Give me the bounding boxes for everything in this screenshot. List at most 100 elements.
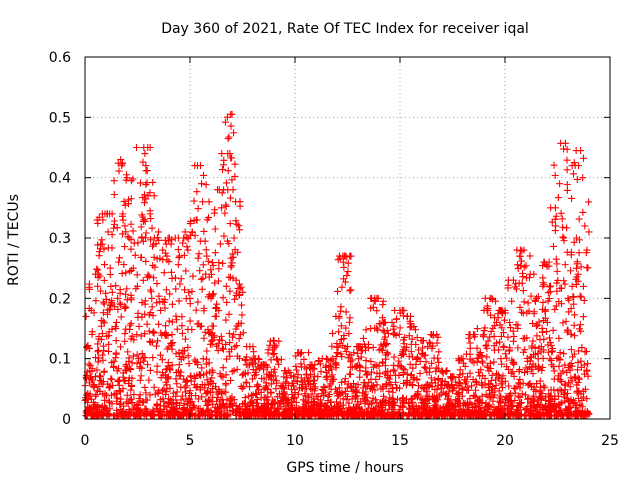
data-point (207, 407, 215, 415)
data-point (554, 354, 562, 362)
data-point (497, 355, 505, 363)
data-point (472, 393, 480, 401)
data-point (369, 394, 377, 402)
data-point (86, 285, 94, 293)
data-point (150, 329, 158, 337)
data-point (565, 379, 573, 387)
data-point (163, 256, 171, 264)
data-point (270, 344, 278, 352)
data-point (269, 376, 277, 384)
data-point (513, 246, 521, 254)
data-point (322, 373, 330, 381)
data-point (348, 387, 356, 395)
data-point (518, 247, 526, 255)
data-point (264, 346, 272, 354)
data-point (482, 391, 490, 399)
data-point (148, 224, 156, 232)
data-point (382, 398, 390, 406)
data-point (262, 379, 270, 387)
data-point (230, 234, 238, 242)
data-point (106, 270, 114, 278)
data-point (145, 376, 153, 384)
data-point (237, 283, 245, 291)
data-point (530, 397, 538, 405)
data-point (107, 282, 115, 290)
data-point (438, 368, 446, 376)
data-point (313, 393, 321, 401)
data-point (534, 321, 542, 329)
data-point (115, 254, 123, 262)
data-point (160, 405, 168, 413)
data-point (201, 397, 209, 405)
data-point (195, 320, 203, 328)
data-point (409, 353, 417, 361)
data-point (392, 384, 400, 392)
data-point (238, 371, 246, 379)
data-point (217, 403, 225, 411)
data-point (444, 409, 452, 417)
data-point (491, 385, 499, 393)
data-point (116, 299, 124, 307)
data-point (321, 384, 329, 392)
data-point (161, 330, 169, 338)
data-point (329, 329, 337, 337)
data-point (120, 197, 128, 205)
data-point (183, 401, 191, 409)
data-point (420, 337, 428, 345)
data-point (205, 198, 213, 206)
data-point (419, 403, 427, 411)
data-point (92, 353, 100, 361)
data-point (136, 359, 144, 367)
data-point (146, 189, 154, 197)
data-point (524, 357, 532, 365)
data-point (139, 194, 147, 202)
data-point (157, 374, 165, 382)
data-point (281, 367, 289, 375)
data-point (371, 411, 379, 419)
data-point (183, 233, 191, 241)
data-point (423, 368, 431, 376)
data-point (282, 379, 290, 387)
data-point (448, 374, 456, 382)
data-point (97, 322, 105, 330)
data-point (579, 282, 587, 290)
data-point (422, 358, 430, 366)
data-point (142, 167, 150, 175)
data-point (250, 348, 258, 356)
data-point (406, 320, 414, 328)
data-point (241, 394, 249, 402)
data-point (520, 369, 528, 377)
data-point (108, 231, 116, 239)
data-point (563, 166, 571, 174)
data-point (175, 297, 183, 305)
data-point (576, 401, 584, 409)
data-point (363, 397, 371, 405)
data-point (302, 409, 310, 417)
data-point (198, 364, 206, 372)
data-point (288, 410, 296, 418)
data-point (488, 295, 496, 303)
data-point (186, 317, 194, 325)
data-point (153, 255, 161, 263)
data-point (389, 411, 397, 419)
data-point (142, 181, 150, 189)
data-point (282, 412, 290, 420)
data-point (338, 353, 346, 361)
data-point (397, 352, 405, 360)
plot-frame (84, 56, 611, 420)
data-point (341, 375, 349, 383)
data-point (381, 341, 389, 349)
data-point (120, 376, 128, 384)
data-point (213, 394, 221, 402)
data-point (104, 310, 112, 318)
data-point (149, 328, 157, 336)
data-point (278, 411, 286, 419)
data-point (555, 392, 563, 400)
data-point (131, 251, 139, 259)
data-point (338, 389, 346, 397)
data-point (204, 257, 212, 265)
data-point (567, 330, 575, 338)
data-point (166, 290, 174, 298)
data-point (190, 381, 198, 389)
data-point (560, 350, 568, 358)
